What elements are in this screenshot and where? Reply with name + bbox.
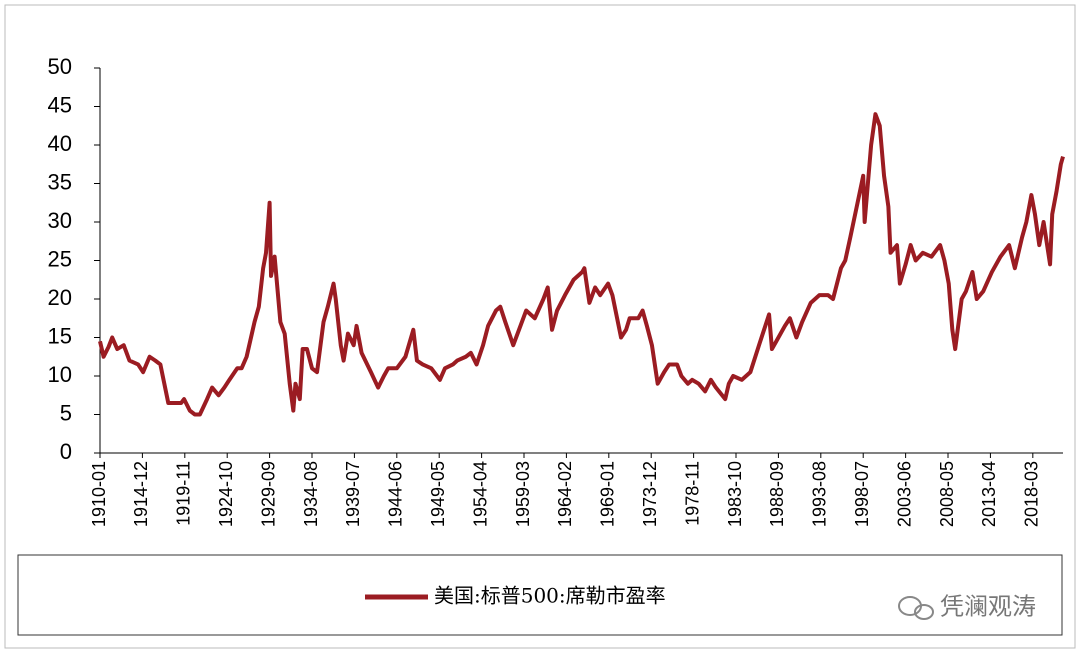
x-tick-label: 1964-02 (555, 461, 575, 527)
y-tick-label: 20 (48, 285, 72, 310)
x-tick-label: 1914-12 (131, 461, 151, 527)
x-tick-label: 1944-06 (386, 461, 406, 527)
x-tick-label: 1978-11 (682, 461, 702, 526)
x-tick-label: 1929-09 (258, 461, 278, 527)
x-tick-label: 1969-01 (598, 461, 618, 527)
y-tick-label: 10 (48, 362, 72, 387)
x-tick-label: 1910-01 (89, 461, 109, 527)
watermark-icon (898, 596, 934, 620)
y-tick-label: 5 (60, 400, 72, 425)
x-tick-label: 1919-11 (174, 461, 194, 526)
y-tick-label: 50 (48, 54, 72, 79)
x-tick-label: 2003-06 (894, 461, 914, 527)
x-tick-label: 1998-07 (852, 461, 872, 527)
x-tick-label: 1983-10 (725, 461, 745, 527)
x-tick-label: 1973-12 (640, 461, 660, 527)
x-tick-label: 1993-08 (810, 461, 830, 527)
x-tick-label: 1924-10 (216, 461, 236, 527)
legend-label: 美国:标普500:席勒市盈率 (434, 584, 666, 608)
x-tick-label: 1954-04 (470, 461, 490, 527)
frame (4, 4, 1076, 649)
x-tick-label: 1939-07 (343, 461, 363, 527)
y-tick-label: 40 (48, 131, 72, 156)
legend-box (17, 554, 1063, 636)
y-tick-label: 35 (48, 169, 72, 194)
x-tick-label: 2018-03 (1022, 461, 1042, 527)
x-tick-label: 1949-05 (428, 461, 448, 527)
y-tick-label: 25 (48, 246, 72, 271)
x-tick-label: 1934-08 (301, 461, 321, 527)
y-tick-label: 15 (48, 323, 72, 348)
y-tick-label: 0 (60, 439, 72, 464)
x-tick-label: 2008-05 (937, 461, 957, 527)
x-tick-label: 1988-09 (767, 461, 787, 527)
y-tick-label: 45 (48, 92, 72, 117)
x-tick-label: 1959-03 (513, 461, 533, 527)
x-tick-label: 2013-04 (979, 461, 999, 527)
line (98, 112, 1065, 417)
y-tick-label: 30 (48, 208, 72, 233)
watermark: 凭澜观涛 (940, 593, 1036, 620)
